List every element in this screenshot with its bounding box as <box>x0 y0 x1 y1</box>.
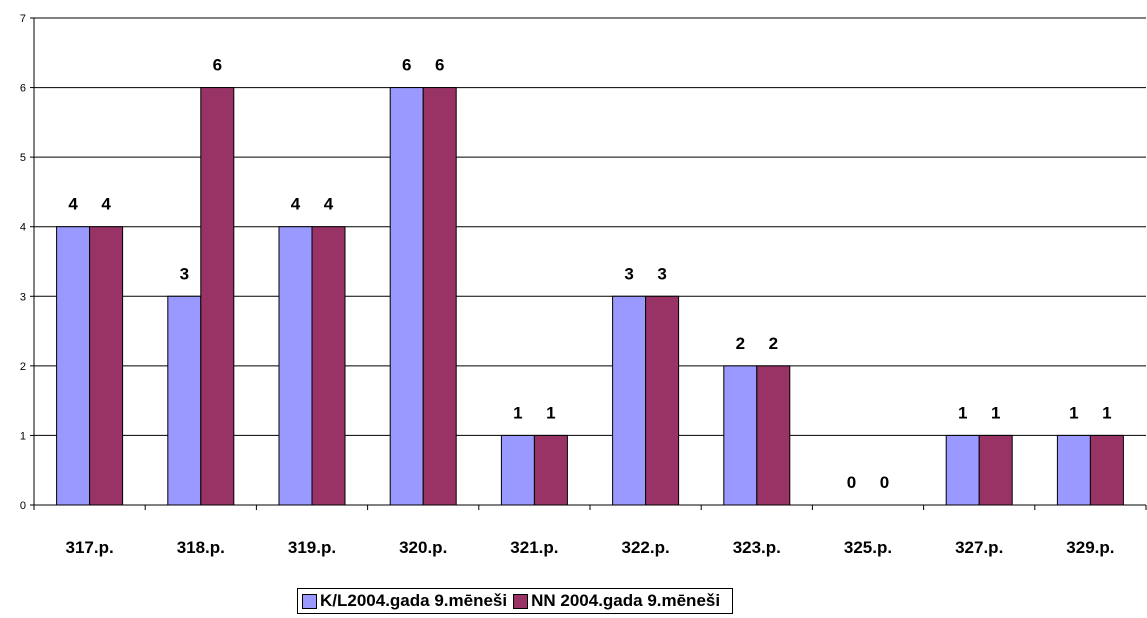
data-label-series-1-6: 2 <box>736 334 745 353</box>
y-tick-label-0: 0 <box>20 500 26 512</box>
legend-label-series-1: K/L2004.gada 9.mēneši <box>320 591 508 610</box>
y-tick-label-5: 5 <box>20 152 26 164</box>
data-label-series-2-9: 1 <box>1102 403 1111 422</box>
bar-series-1-5 <box>612 295 647 506</box>
data-label-series-2-7: 0 <box>880 473 889 492</box>
data-label-series-2-2: 4 <box>324 195 334 214</box>
bar-series-2-8 <box>978 434 1013 506</box>
bar-series-1-6 <box>723 365 758 506</box>
bar-series-1-9 <box>1056 434 1091 506</box>
data-label-series-1-1: 3 <box>180 264 189 283</box>
data-label-series-2-0: 4 <box>101 195 111 214</box>
x-tick-label-2: 319.p. <box>288 538 336 557</box>
legend: K/L2004.gada 9.mēneši NN 2004.gada 9.mēn… <box>297 588 734 614</box>
data-label-series-1-5: 3 <box>624 264 633 283</box>
bar-series-2-0 <box>89 226 124 506</box>
bars <box>56 87 1124 506</box>
bar-series-2-3 <box>422 87 457 506</box>
bar-series-2-5 <box>645 295 680 506</box>
legend-swatch-series-1 <box>302 593 317 609</box>
data-label-series-2-3: 6 <box>435 56 444 75</box>
bar-series-1-3 <box>389 87 424 506</box>
bar-series-1-1 <box>167 295 202 506</box>
bar-series-2-9 <box>1089 434 1124 506</box>
x-tick-label-0: 317.p. <box>65 538 113 557</box>
legend-item-series-1: K/L2004.gada 9.mēneši <box>302 591 507 611</box>
y-tick-label-4: 4 <box>20 222 26 234</box>
data-label-series-2-4: 1 <box>546 403 555 422</box>
legend-item-series-2: NN 2004.gada 9.mēneši <box>513 591 720 611</box>
y-tick-label-7: 7 <box>20 13 26 25</box>
data-label-series-1-8: 1 <box>958 403 967 422</box>
x-tick-label-7: 325.p. <box>844 538 892 557</box>
bar-series-1-8 <box>945 434 980 506</box>
x-tick-label-4: 321.p. <box>510 538 558 557</box>
data-label-series-2-6: 2 <box>769 334 778 353</box>
data-label-series-1-4: 1 <box>513 403 522 422</box>
data-label-series-2-5: 3 <box>657 264 666 283</box>
data-labels: 4 4 3 6 4 4 6 6 1 1 3 3 2 2 0 0 1 1 1 1 <box>68 56 1111 492</box>
x-tick-label-6: 323.p. <box>733 538 781 557</box>
x-tick-label-1: 318.p. <box>177 538 225 557</box>
data-label-series-2-1: 6 <box>213 56 222 75</box>
bar-series-1-0 <box>56 226 91 506</box>
bar-series-1-2 <box>278 226 313 506</box>
bar-series-2-4 <box>533 434 568 506</box>
bar-series-2-2 <box>311 226 346 506</box>
legend-swatch-series-2 <box>513 593 529 609</box>
y-tick-label-2: 2 <box>20 361 26 373</box>
data-label-series-1-9: 1 <box>1069 403 1078 422</box>
data-label-series-1-2: 4 <box>291 195 301 214</box>
x-tick-label-3: 320.p. <box>399 538 447 557</box>
bar-series-2-6 <box>756 365 791 506</box>
y-tick-label-6: 6 <box>20 83 26 95</box>
legend-label-series-2: NN 2004.gada 9.mēneši <box>531 591 721 610</box>
bar-series-2-1 <box>200 87 235 506</box>
data-label-series-1-3: 6 <box>402 56 411 75</box>
x-tick-label-5: 322.p. <box>621 538 669 557</box>
x-tick-label-8: 327.p. <box>955 538 1003 557</box>
y-tick-label-1: 1 <box>20 430 26 442</box>
data-label-series-1-7: 0 <box>847 473 856 492</box>
x-tick-label-9: 329.p. <box>1066 538 1114 557</box>
y-tick-label-3: 3 <box>20 291 26 303</box>
bar-series-1-4 <box>500 434 535 506</box>
data-label-series-2-8: 1 <box>991 403 1000 422</box>
data-label-series-1-0: 4 <box>68 195 78 214</box>
